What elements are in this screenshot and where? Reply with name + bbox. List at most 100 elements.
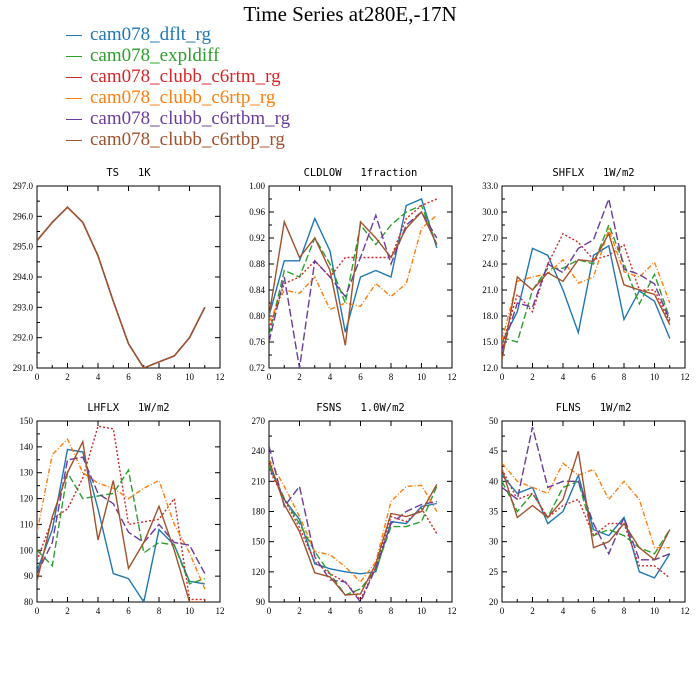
series-line: [502, 227, 671, 341]
y-tick-label: 30: [489, 537, 499, 547]
series-line: [502, 480, 671, 555]
series-line: [37, 468, 206, 585]
x-tick-label: 12: [216, 372, 225, 382]
x-tick-label: 2: [297, 372, 302, 382]
plot-frame: [36, 185, 221, 369]
series-line: [502, 196, 671, 351]
y-tick-label: 80: [24, 597, 34, 607]
panel-title: CLDLOW 1fraction: [304, 167, 418, 179]
x-tick-label: 0: [267, 372, 272, 382]
x-tick-label: 8: [157, 372, 162, 382]
legend-swatch: [66, 140, 82, 141]
series-line: [269, 210, 438, 368]
legend-label: cam078_expldiff: [90, 45, 220, 66]
series-line: [37, 206, 206, 368]
y-tick-label: 293.0: [13, 302, 34, 312]
legend-swatch: [66, 56, 82, 57]
x-tick-label: 12: [448, 606, 457, 616]
chart-panel: CLDLOW 1fraction 0 2 4 6 8 10 12 0.72 0.76 0.80 0.8…: [249, 167, 456, 382]
y-tick-label: 90: [24, 571, 34, 581]
panel-title: FSNS 1.0W/m2: [316, 402, 405, 414]
x-tick-label: 0: [267, 606, 272, 616]
x-tick-label: 12: [216, 606, 225, 616]
y-tick-label: 0.84: [249, 285, 265, 295]
y-tick-label: 21.0: [482, 285, 498, 295]
y-tick-label: 0.76: [249, 337, 265, 347]
x-tick-label: 2: [530, 372, 535, 382]
legend-label: cam078_clubb_c6rtp_rg: [90, 87, 276, 108]
y-tick-label: 297.0: [13, 181, 34, 191]
x-tick-label: 10: [185, 606, 195, 616]
y-tick-label: 0.80: [249, 311, 265, 321]
y-tick-label: 0.72: [249, 363, 265, 373]
series-line: [269, 458, 438, 583]
y-tick-label: 18.0: [482, 311, 498, 321]
series-line: [37, 448, 205, 602]
x-tick-label: 12: [681, 372, 690, 382]
panel-title: TS 1K: [106, 167, 151, 179]
series-line: [37, 437, 206, 590]
x-tick-label: 0: [500, 372, 505, 382]
y-tick-label: 120: [252, 567, 266, 577]
series-line: [502, 426, 671, 561]
y-tick-label: 27.0: [482, 233, 498, 243]
x-tick-label: 8: [157, 606, 162, 616]
chart-panel: FLNS 1W/m2 0 2 4 6 8 10 12 20 25 30 35 40 45 50: [489, 402, 690, 616]
x-tick-label: 10: [417, 606, 427, 616]
y-tick-label: 0.88: [249, 259, 265, 269]
y-tick-label: 40: [489, 476, 499, 486]
y-tick-label: 0.96: [249, 207, 265, 217]
x-tick-label: 10: [650, 606, 660, 616]
legend-swatch: [66, 98, 82, 99]
x-tick-label: 0: [500, 606, 505, 616]
y-tick-label: 240: [252, 446, 266, 456]
plot-frame: [268, 420, 453, 603]
y-tick-label: 50: [489, 416, 499, 426]
panel-title: FLNS 1W/m2: [556, 402, 632, 414]
legend-label: cam078_dflt_rg: [90, 24, 212, 45]
series-line: [37, 206, 206, 368]
legend-label: cam078_clubb_c6rtm_rg: [90, 66, 281, 87]
series-line: [37, 439, 205, 602]
chart-panel: LHFLX 1W/m2 0 2 4 6 8 10 12 80 90 100 110 120 130 140 1…: [20, 402, 225, 616]
chart-panel: SHFLX 1W/m2 0 2 4 6 8 10 12 12.0 15.0 18.0 21.0 24.0…: [482, 167, 689, 382]
legend-label: cam078_clubb_c6rtbp_rg: [90, 129, 285, 150]
y-tick-label: 150: [252, 537, 266, 547]
series-line: [269, 204, 438, 336]
x-tick-label: 4: [328, 372, 333, 382]
x-tick-label: 4: [96, 372, 101, 382]
y-tick-label: 33.0: [482, 181, 498, 191]
y-tick-label: 20: [489, 597, 499, 607]
y-tick-label: 12.0: [482, 363, 498, 373]
legend-swatch: [66, 119, 82, 120]
y-tick-label: 25: [489, 567, 499, 577]
plot-frame: [501, 420, 686, 603]
series-line: [269, 468, 438, 602]
x-tick-label: 8: [622, 606, 627, 616]
y-tick-label: 100: [20, 545, 34, 555]
series-line: [269, 459, 438, 596]
x-tick-label: 0: [35, 372, 40, 382]
y-tick-label: 90: [256, 597, 266, 607]
series-line: [502, 223, 671, 343]
legend-swatch: [66, 77, 82, 78]
y-tick-label: 150: [20, 416, 34, 426]
y-tick-label: 270: [252, 416, 266, 426]
x-tick-label: 12: [681, 606, 690, 616]
y-tick-label: 295.0: [13, 242, 34, 252]
plot-frame: [36, 420, 221, 603]
y-tick-label: 130: [20, 468, 34, 478]
x-tick-label: 0: [35, 606, 40, 616]
series-line: [37, 425, 205, 601]
y-tick-label: 291.0: [13, 363, 34, 373]
series-line: [269, 466, 437, 575]
x-tick-label: 6: [126, 606, 131, 616]
y-tick-label: 140: [20, 442, 34, 452]
x-tick-label: 6: [126, 372, 131, 382]
series-line: [502, 473, 671, 579]
panel-title: LHFLX 1W/m2: [87, 402, 169, 414]
x-tick-label: 4: [328, 606, 333, 616]
x-tick-label: 2: [530, 606, 535, 616]
series-line: [37, 456, 206, 574]
